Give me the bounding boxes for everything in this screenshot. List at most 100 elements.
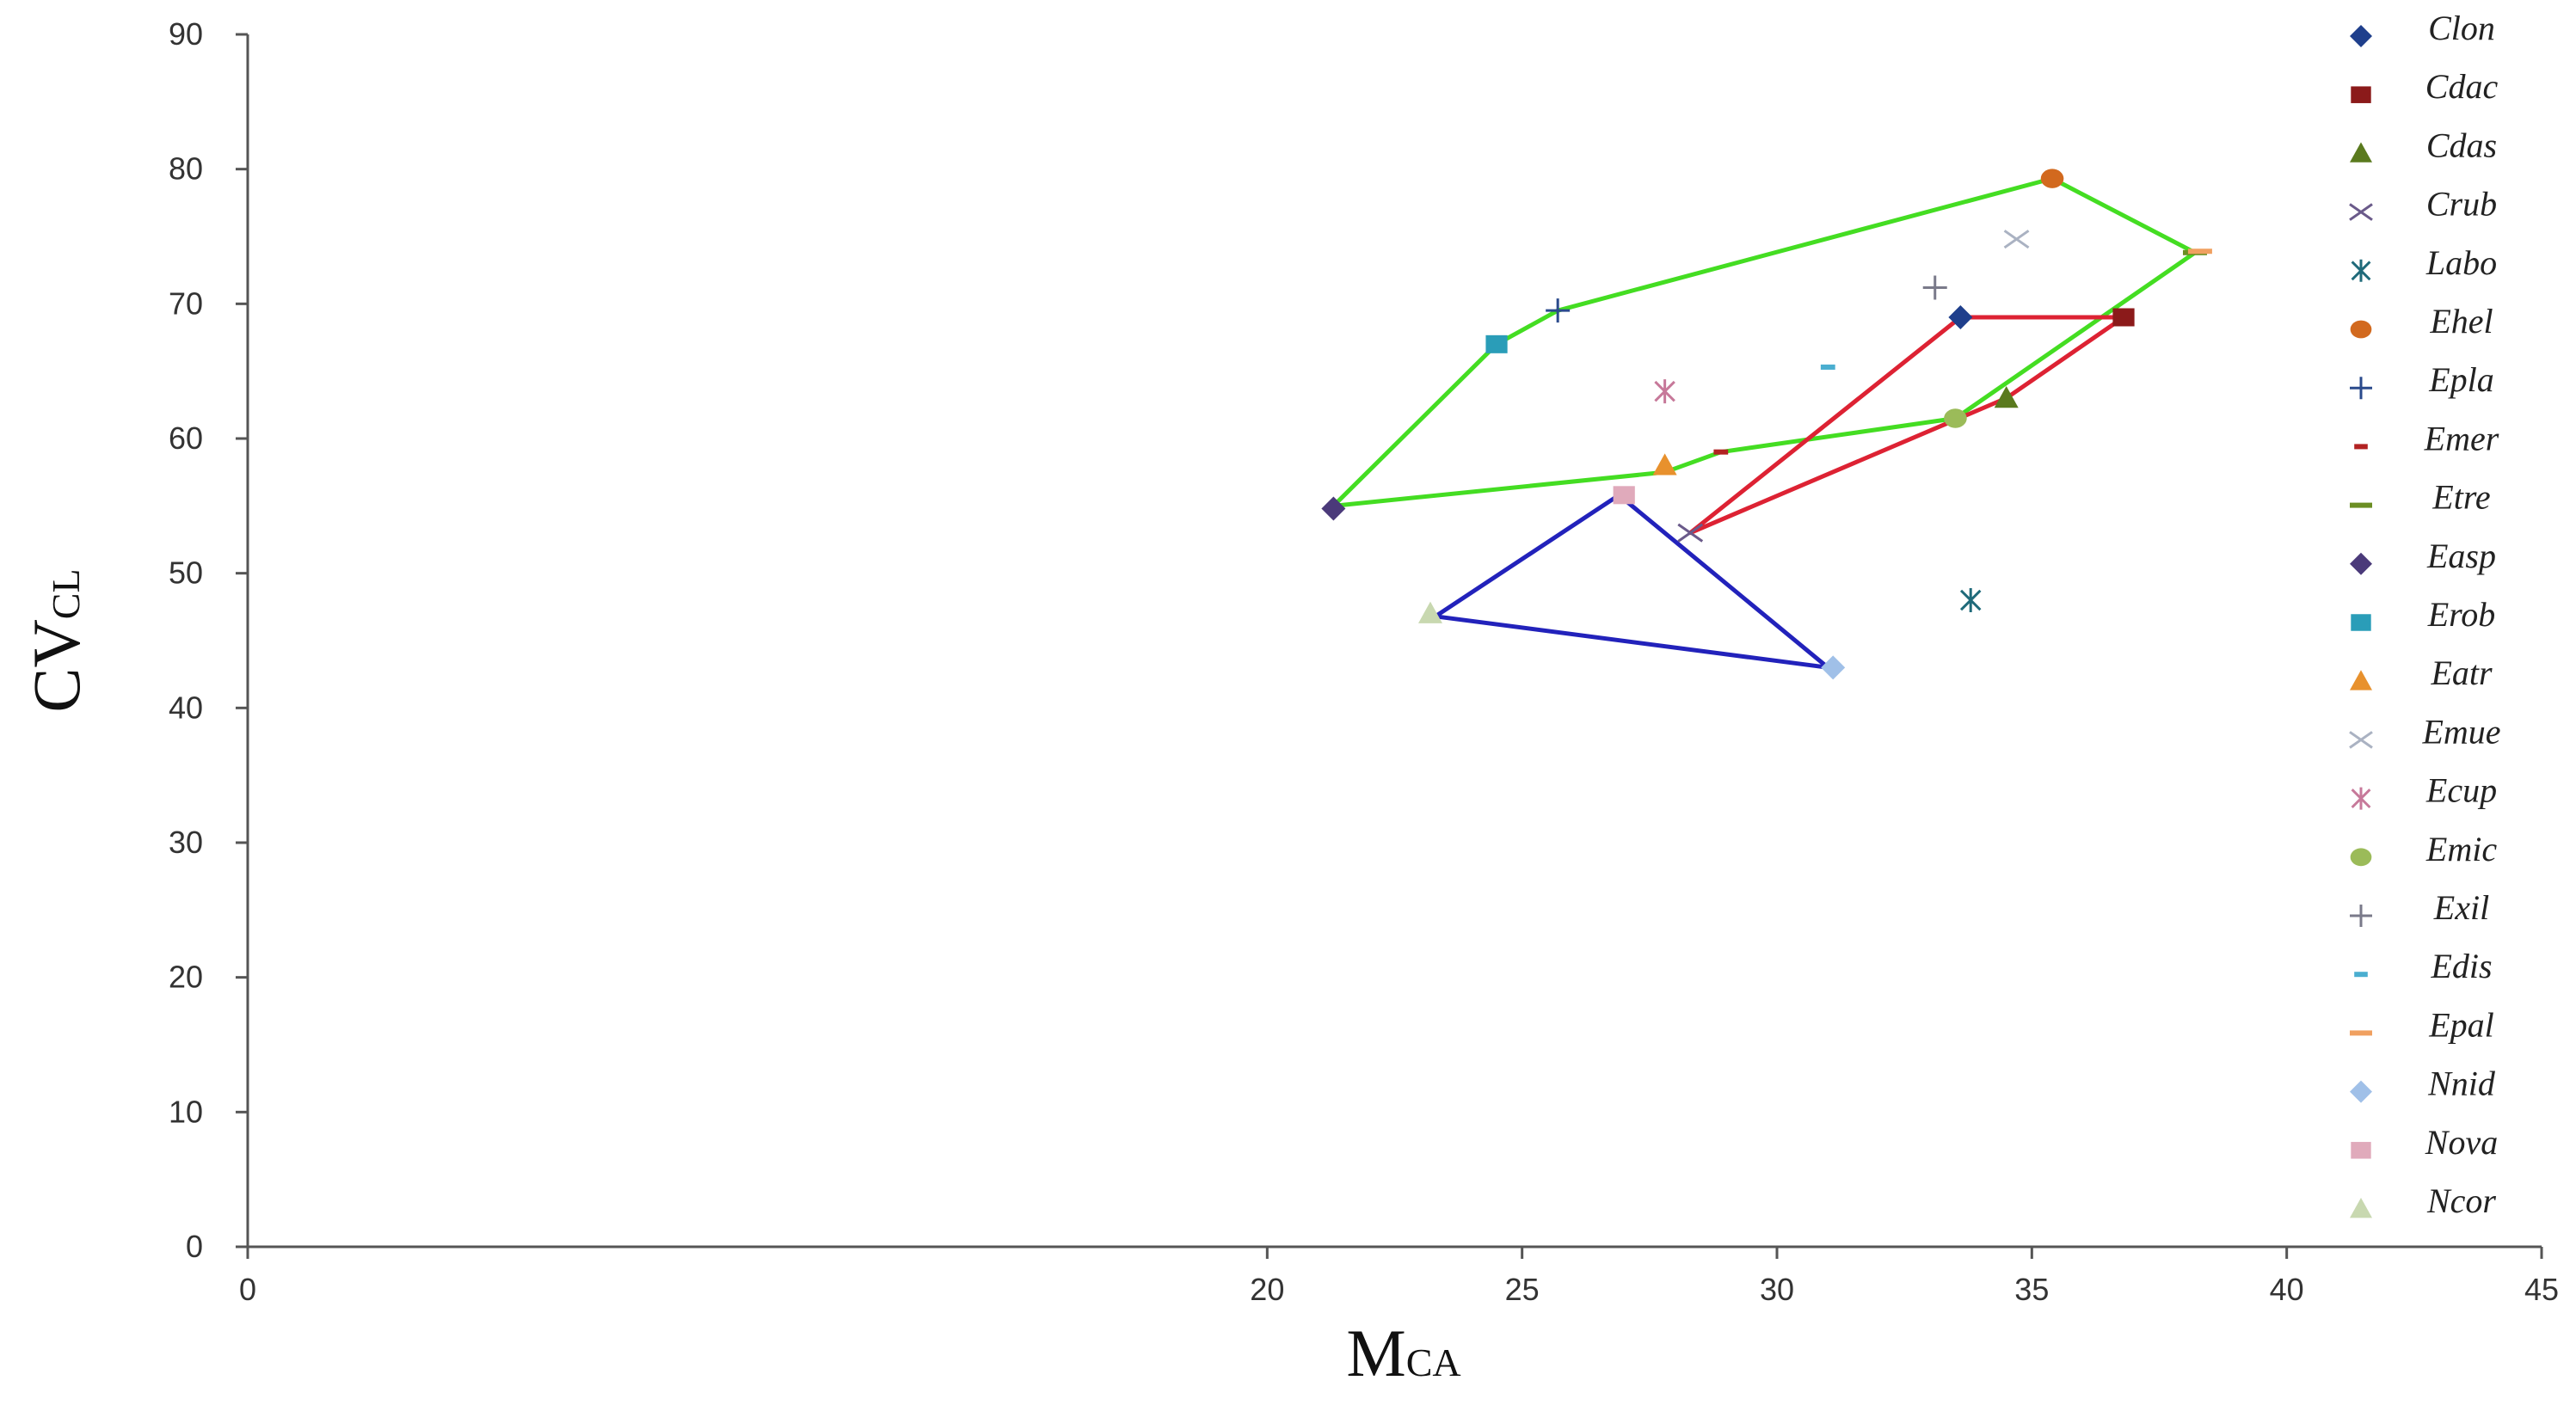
legend-marker-labo <box>2351 259 2371 282</box>
legend-item-labo: Labo <box>2351 243 2497 282</box>
point-nova <box>1613 486 1635 505</box>
legend-item-emic: Emic <box>2350 830 2497 868</box>
legend-marker-etre <box>2350 502 2372 508</box>
legend-item-easp: Easp <box>2350 537 2496 575</box>
legend-label-emic: Emic <box>2425 830 2497 868</box>
y-axis-title-main: CV <box>19 619 94 712</box>
legend-marker-ehel <box>2350 320 2372 339</box>
point-erob <box>1485 334 1508 353</box>
legend-marker-easp <box>2350 552 2372 575</box>
y-tick-label: 30 <box>169 825 203 860</box>
y-tick-label: 50 <box>169 555 203 591</box>
legend-label-cdas: Cdas <box>2426 126 2497 164</box>
legend-item-epal: Epal <box>2350 1005 2494 1044</box>
legend-marker-nnid <box>2350 1080 2372 1103</box>
legend-marker-cdac <box>2351 86 2371 103</box>
legend-item-ecup: Ecup <box>2351 771 2497 810</box>
x-tick-label: 45 <box>2524 1272 2559 1307</box>
legend-item-cdas: Cdas <box>2350 126 2497 164</box>
legend-item-emer: Emer <box>2354 419 2499 457</box>
point-epal <box>2187 248 2212 255</box>
x-tick-label: 30 <box>1760 1272 1794 1307</box>
legend-label-etre: Etre <box>2432 478 2490 517</box>
legend-label-labo: Labo <box>2425 243 2497 282</box>
point-eatr <box>1652 453 1677 475</box>
legend-item-nova: Nova <box>2351 1123 2498 1162</box>
legend-item-cdac: Cdac <box>2351 67 2498 106</box>
y-axis-title: CVCL <box>19 568 94 712</box>
legend-label-clon: Clon <box>2428 9 2495 47</box>
legend-marker-exil <box>2350 905 2372 927</box>
legend-marker-edis <box>2354 972 2368 978</box>
legend-item-epla: Epla <box>2350 360 2494 399</box>
legend-label-epla: Epla <box>2428 360 2494 399</box>
legend-label-emer: Emer <box>2424 419 2499 457</box>
legend-marker-clon <box>2350 25 2372 47</box>
legend-marker-emue <box>2349 731 2373 749</box>
legend-marker-crub <box>2349 203 2373 221</box>
point-ecup <box>1654 379 1675 404</box>
point-edis <box>1820 364 1835 370</box>
y-tick-label: 40 <box>169 690 203 725</box>
legend-label-ecup: Ecup <box>2425 771 2497 810</box>
point-clon <box>1948 305 1973 329</box>
x-axis-title: MCA <box>1346 1316 1460 1390</box>
y-tick-label: 60 <box>169 420 203 456</box>
point-emer <box>1713 449 1729 455</box>
legend-label-exil: Exil <box>2433 888 2489 927</box>
point-ehel <box>2040 169 2064 188</box>
y-tick-label: 80 <box>169 151 203 187</box>
point-ncor <box>1417 601 1442 623</box>
legend-label-ehel: Ehel <box>2429 302 2493 341</box>
axes <box>246 34 2542 1249</box>
point-epla <box>1546 298 1571 323</box>
legend-item-crub: Crub <box>2349 185 2497 224</box>
y-tick-label: 0 <box>186 1229 203 1264</box>
hull-line-1 <box>1331 176 2198 508</box>
legend-label-cdac: Cdac <box>2425 67 2499 106</box>
x-tick-label: 40 <box>2270 1272 2304 1307</box>
x-axis-title-main: M <box>1346 1316 1405 1390</box>
legend-marker-emer <box>2354 444 2368 450</box>
legend-marker-nova <box>2351 1142 2371 1159</box>
legend-item-nnid: Nnid <box>2350 1064 2496 1103</box>
legend-marker-eatr <box>2350 670 2372 690</box>
point-easp <box>1321 496 1346 521</box>
x-tick-label: 35 <box>2014 1272 2049 1307</box>
point-emue <box>2003 230 2030 249</box>
legend-label-eatr: Eatr <box>2430 653 2493 692</box>
legend-label-emue: Emue <box>2421 712 2500 751</box>
legend-marker-cdas <box>2350 142 2372 163</box>
legend-label-erob: Erob <box>2427 595 2496 634</box>
legend-item-exil: Exil <box>2350 888 2489 927</box>
legend-item-eatr: Eatr <box>2350 653 2493 692</box>
legend-label-easp: Easp <box>2426 537 2496 575</box>
legend-item-etre: Etre <box>2350 478 2491 517</box>
legend-label-nnid: Nnid <box>2427 1064 2496 1103</box>
point-cdac <box>2112 308 2135 327</box>
point-labo <box>1959 588 1982 612</box>
point-cdas <box>1994 386 2019 408</box>
x-tick-label: 25 <box>1505 1272 1540 1307</box>
legend-marker-epla <box>2350 377 2372 400</box>
legend-item-ehel: Ehel <box>2350 302 2493 341</box>
legend-marker-ecup <box>2351 787 2371 810</box>
y-tick-label: 70 <box>169 285 203 321</box>
y-tick-label: 10 <box>169 1094 203 1129</box>
point-nnid <box>1821 655 1846 680</box>
x-ticks: 0 20 25 30 35 40 45 <box>239 1247 2559 1307</box>
point-crub <box>1677 523 1704 543</box>
legend-item-emue: Emue <box>2349 712 2501 751</box>
y-tick-label: 20 <box>169 960 203 995</box>
legend-item-ncor: Ncor <box>2350 1181 2496 1220</box>
hull-lines <box>1331 176 2198 670</box>
legend-marker-ncor <box>2350 1198 2372 1218</box>
legend-label-ncor: Ncor <box>2426 1181 2496 1220</box>
data-points <box>1321 169 2212 680</box>
legend: Clon Cdac Cdas Crub Labo Ehel Epla Emer Etre Easp… <box>2349 9 2501 1220</box>
legend-marker-emic <box>2350 848 2372 867</box>
x-tick-label: 0 <box>239 1272 256 1307</box>
point-exil <box>1922 275 1947 300</box>
legend-item-clon: Clon <box>2350 9 2495 47</box>
